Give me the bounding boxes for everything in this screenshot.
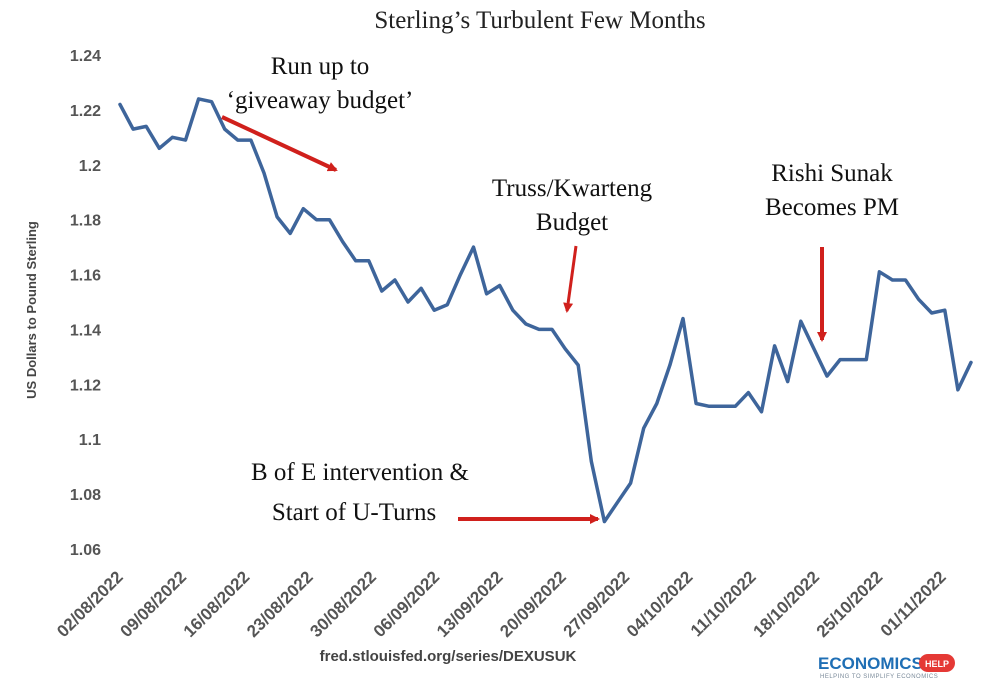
x-tick-label: 04/10/2022 <box>623 567 697 641</box>
annotation-sunak: Rishi Sunak Becomes PM <box>765 160 899 342</box>
x-tick-label: 01/11/2022 <box>877 567 950 640</box>
x-tick-label: 27/09/2022 <box>560 567 634 641</box>
y-tick-label: 1.06 <box>70 542 101 559</box>
y-axis-ticks: 1.06 1.08 1.1 1.12 1.14 1.16 1.18 1.2 1.22 1.24 <box>70 48 101 559</box>
economics-help-logo: ECONOMICS HELP HELPING TO SIMPLIFY ECONO… <box>818 654 955 680</box>
y-tick-label: 1.18 <box>70 213 101 230</box>
y-tick-label: 1.24 <box>70 48 101 65</box>
source-caption: fred.stlouisfed.org/series/DEXUSUK <box>320 648 577 665</box>
annotation-run-up-arrow <box>221 115 338 172</box>
annotation-truss-line1: Truss/Kwarteng <box>492 175 653 202</box>
annotation-truss-budget: Truss/Kwarteng Budget <box>492 175 653 313</box>
y-tick-label: 1.1 <box>79 432 101 449</box>
y-tick-label: 1.2 <box>79 158 101 175</box>
annotation-sunak-line1: Rishi Sunak <box>771 160 893 187</box>
x-tick-label: 11/10/2022 <box>687 567 760 640</box>
x-tick-label: 25/10/2022 <box>813 567 887 641</box>
annotation-run-up-line1: Run up to <box>271 53 370 80</box>
y-tick-label: 1.08 <box>70 487 101 504</box>
y-axis-label: US Dollars to Pound Sterling <box>24 221 39 399</box>
x-tick-label: 20/09/2022 <box>496 567 570 641</box>
x-tick-label: 23/08/2022 <box>243 567 317 641</box>
annotation-run-up: Run up to ‘giveaway budget’ <box>221 53 414 172</box>
annotation-run-up-line2: ‘giveaway budget’ <box>227 87 414 114</box>
x-tick-label: 02/08/2022 <box>53 567 127 641</box>
annotation-boe: B of E intervention & Start of U-Turns <box>251 459 600 526</box>
annotation-truss-arrow <box>563 245 578 313</box>
annotation-truss-line2: Budget <box>536 209 608 236</box>
annotation-boe-line1: B of E intervention & <box>251 459 469 486</box>
x-tick-label: 06/09/2022 <box>370 567 444 641</box>
chart-title: Sterling’s Turbulent Few Months <box>374 7 705 34</box>
logo-badge-text: HELP <box>925 659 949 669</box>
x-tick-label: 13/09/2022 <box>433 567 507 641</box>
annotation-boe-line2: Start of U-Turns <box>272 499 436 526</box>
x-axis-ticks: 02/08/202209/08/202216/08/202223/08/2022… <box>53 567 950 641</box>
y-tick-label: 1.22 <box>70 103 101 120</box>
y-tick-label: 1.14 <box>70 322 101 339</box>
y-tick-label: 1.12 <box>70 377 101 394</box>
logo-badge <box>919 654 955 672</box>
series-line-dexusuk <box>118 97 973 524</box>
y-tick-label: 1.16 <box>70 268 101 285</box>
x-tick-label: 16/08/2022 <box>180 567 254 641</box>
x-tick-label: 18/10/2022 <box>750 567 824 641</box>
x-tick-label: 09/08/2022 <box>117 567 191 641</box>
logo-wordmark: ECONOMICS <box>818 654 923 673</box>
x-tick-label: 30/08/2022 <box>306 567 380 641</box>
annotation-sunak-line2: Becomes PM <box>765 194 899 221</box>
logo-tagline: HELPING TO SIMPLIFY ECONOMICS <box>820 674 938 680</box>
